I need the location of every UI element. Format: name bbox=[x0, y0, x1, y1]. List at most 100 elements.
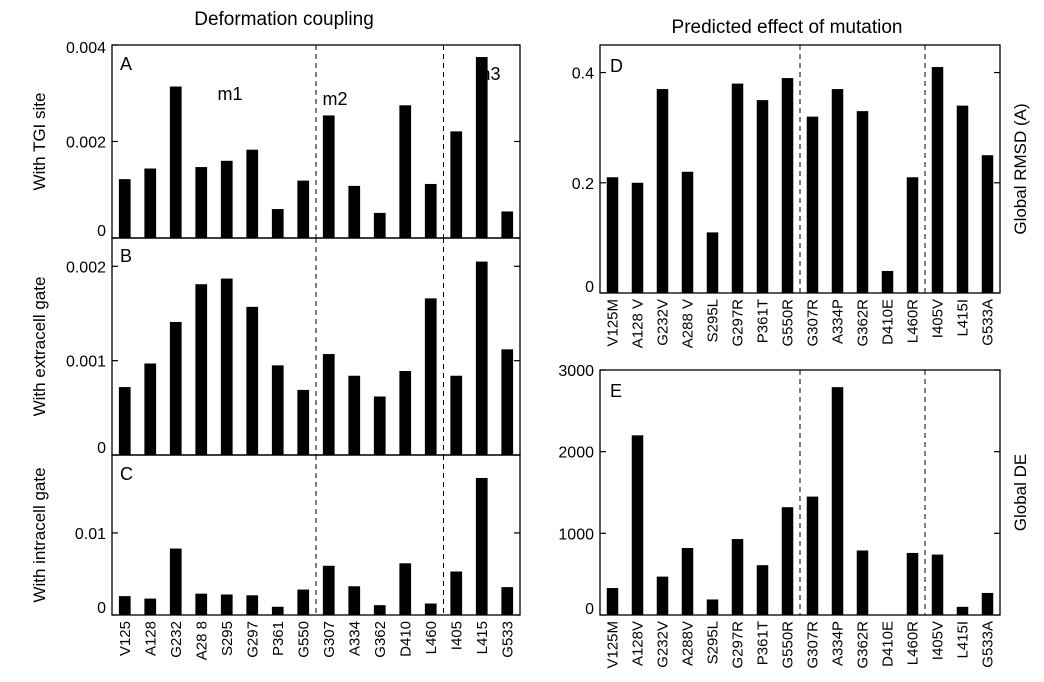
bar-g550r bbox=[781, 507, 794, 615]
category-label: P361T bbox=[755, 299, 772, 343]
bar-d410 bbox=[399, 105, 412, 238]
category-label: L415I bbox=[955, 621, 972, 659]
category-label: G307R bbox=[805, 299, 822, 347]
group-label-m3: m3 bbox=[475, 64, 500, 84]
bar-g533 bbox=[501, 349, 514, 455]
bar-g297 bbox=[246, 306, 259, 455]
bar-a128 bbox=[144, 168, 157, 238]
category-label: A334P bbox=[830, 621, 847, 666]
category-label: L415 bbox=[474, 621, 491, 654]
y-tick-label: 1000 bbox=[558, 526, 594, 543]
bar-a334p bbox=[831, 89, 844, 293]
bar-l415i bbox=[956, 606, 969, 615]
bar-l415 bbox=[475, 261, 488, 455]
bar-s295l bbox=[706, 599, 719, 615]
category-label: G533 bbox=[499, 621, 516, 658]
bar-g533a bbox=[981, 592, 994, 615]
y-axis-title: With extracell gate bbox=[30, 277, 49, 417]
category-label: I405 bbox=[448, 621, 465, 650]
bar-g362 bbox=[373, 605, 386, 615]
bar-g533a bbox=[981, 155, 994, 293]
category-label: G533A bbox=[980, 299, 997, 346]
bar-i405 bbox=[450, 375, 463, 455]
bar-l460r bbox=[906, 177, 919, 293]
bar-g232v bbox=[656, 576, 669, 615]
category-label: P361T bbox=[755, 621, 772, 665]
category-label: G362R bbox=[855, 621, 872, 669]
category-label: G297R bbox=[730, 299, 747, 347]
bar-g550 bbox=[297, 389, 310, 455]
bar-d410 bbox=[399, 371, 412, 455]
bar-i405v bbox=[931, 67, 944, 293]
y-tick-label: 0 bbox=[97, 223, 106, 240]
bar-g307 bbox=[322, 354, 335, 455]
category-label: V125M bbox=[605, 621, 622, 669]
bar-l415 bbox=[475, 57, 488, 239]
y-tick-label: 0 bbox=[585, 279, 594, 296]
bar-p361t bbox=[756, 100, 769, 293]
bar-g550r bbox=[781, 78, 794, 293]
panel-c: 0 0.01 V125 A128 G232 A28 8 S295 G297 P361 G550 G3… bbox=[30, 454, 521, 660]
bar-a128 bbox=[144, 598, 157, 615]
category-label: A128 bbox=[142, 621, 159, 656]
y-tick-label: 0.004 bbox=[66, 40, 106, 57]
y-tick-label: 0.2 bbox=[572, 176, 594, 193]
category-label: G362R bbox=[855, 299, 872, 347]
panel-letter: D bbox=[610, 56, 623, 76]
category-label: A288V bbox=[680, 621, 697, 666]
bar-g533 bbox=[501, 587, 514, 615]
bar-a334p bbox=[831, 387, 844, 615]
category-label: A28 8 bbox=[193, 621, 210, 660]
y-tick-label: 0 bbox=[97, 600, 106, 617]
bar-a128v bbox=[631, 435, 644, 615]
bar-g550 bbox=[297, 180, 310, 238]
bar-a288 bbox=[195, 167, 208, 238]
bar-a334 bbox=[348, 586, 361, 615]
bar-p361 bbox=[271, 365, 284, 455]
category-label: A128 V bbox=[630, 299, 647, 348]
y-axis-title: Global DE bbox=[1011, 454, 1030, 531]
bar-a334 bbox=[348, 375, 361, 455]
bar-g232 bbox=[169, 86, 182, 238]
category-label: G550R bbox=[780, 621, 797, 669]
bar-l460 bbox=[424, 603, 437, 615]
category-label: L415I bbox=[955, 299, 972, 337]
panel-letter: A bbox=[120, 54, 132, 74]
category-label: V125M bbox=[605, 299, 622, 347]
bar-i405 bbox=[450, 571, 463, 615]
category-label: I405V bbox=[930, 299, 947, 338]
category-label: G232V bbox=[655, 621, 672, 668]
y-tick-label: 0 bbox=[97, 440, 106, 457]
category-label: D410E bbox=[880, 299, 897, 345]
category-label: G297 bbox=[244, 621, 261, 658]
panel-letter: E bbox=[610, 381, 622, 401]
bar-g297r bbox=[731, 539, 744, 615]
category-label: S295 bbox=[219, 621, 236, 656]
y-tick-label: 3000 bbox=[558, 363, 594, 380]
bar-a288v bbox=[681, 171, 694, 293]
y-axis-title: With intracell gate bbox=[30, 467, 49, 602]
category-label: G307R bbox=[805, 621, 822, 669]
panel-e: 0 1000 2000 3000 V125M A128V G232V A288V S295L G2… bbox=[558, 363, 1030, 669]
bar-i405 bbox=[450, 131, 463, 238]
panel-d: 0 0.2 0.4 V125M A128 V G232V A288 V S295L G297R P… bbox=[572, 44, 1030, 348]
category-label: G232V bbox=[655, 299, 672, 346]
bar-l415i bbox=[956, 105, 969, 294]
bar-v125m bbox=[606, 588, 619, 615]
bar-v125 bbox=[118, 596, 131, 615]
bar-s295 bbox=[220, 278, 233, 455]
group-label-m1: m1 bbox=[217, 84, 242, 104]
category-label: A128V bbox=[630, 621, 647, 666]
bar-a128 bbox=[144, 363, 157, 455]
category-label: I405V bbox=[930, 621, 947, 660]
bar-g550 bbox=[297, 589, 310, 615]
bar-g307 bbox=[322, 115, 335, 238]
y-tick-label: 0.002 bbox=[66, 135, 106, 152]
bar-l460r bbox=[906, 552, 919, 615]
category-label: G362 bbox=[372, 621, 389, 658]
bar-d410e bbox=[881, 270, 894, 293]
bar-g232 bbox=[169, 321, 182, 455]
category-label: D410E bbox=[880, 621, 897, 667]
bar-g307r bbox=[806, 496, 819, 615]
bar-p361 bbox=[271, 209, 284, 238]
